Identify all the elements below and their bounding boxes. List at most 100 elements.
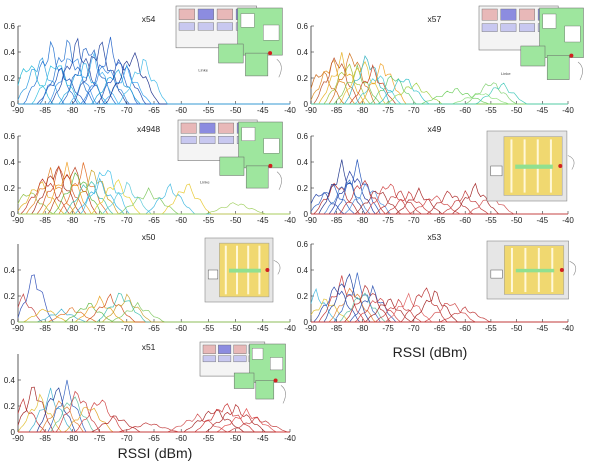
series-line — [311, 64, 568, 105]
floorplan-inset — [486, 130, 575, 202]
panel-grid: x54 -90 -85 -80 -75 -70 -65 -60 -55 -50 -45 -40 0 0.2… — [4, 5, 584, 443]
x-tick-label: -40 — [284, 216, 296, 225]
y-tick-label: 0 — [11, 318, 16, 327]
x-tick-label: -50 — [230, 216, 242, 225]
chart-panel-x4948: x4948 -90 -85 -80 -75 -70 -65 -60 -55 -50 -45 -40 0 0… — [4, 124, 296, 225]
floorplan-label: Linke — [198, 67, 208, 72]
series-line — [311, 78, 568, 105]
y-tick-label: 0.4 — [4, 266, 16, 275]
chart-panel-x53: x53 -90 -85 -80 -75 -70 -65 -60 -55 -50 -45 -40 0 0.2… — [297, 232, 574, 333]
y-tick-label: 0.6 — [297, 132, 309, 141]
x-tick-label: -85 — [331, 324, 343, 333]
x-tick-label: -80 — [67, 216, 79, 225]
x-tick-label: -85 — [39, 434, 51, 443]
x-tick-label: -45 — [257, 434, 269, 443]
x-tick-label: -40 — [562, 216, 574, 225]
panel-title: x51 — [142, 342, 156, 352]
panel-title: x57 — [428, 14, 442, 24]
x-tick-label: -45 — [537, 106, 549, 115]
y-tick-label: 0.2 — [4, 292, 16, 301]
chart-panel-x57: x57 -90 -85 -80 -75 -70 -65 -60 -55 -50 -45 -40 0 0.2… — [297, 14, 574, 115]
x-tick-label: -40 — [284, 324, 296, 333]
chart-panel-x50: x50 -90 -85 -80 -75 -70 -65 -60 -55 -50 -45 -40 0 0.2… — [4, 232, 296, 333]
y-tick-label: 0.6 — [297, 240, 309, 249]
x-tick-label: -45 — [537, 324, 549, 333]
x-tick-label: -85 — [39, 324, 51, 333]
series-line — [311, 63, 568, 105]
series-line — [311, 63, 568, 105]
series-line — [17, 386, 290, 433]
series-line — [18, 301, 290, 323]
floorplan-inset: Linke — [478, 5, 584, 81]
x-tick-label: -70 — [121, 434, 133, 443]
x-tick-label: -55 — [485, 324, 497, 333]
panel-title: x49 — [428, 124, 442, 134]
panel-title: x50 — [142, 232, 156, 242]
series-line — [18, 387, 290, 433]
y-tick-label: 0.6 — [4, 22, 16, 31]
floorplan-inset: Linke — [175, 5, 283, 78]
x-tick-label: -70 — [408, 216, 420, 225]
x-tick-label: -90 — [12, 106, 24, 115]
y-tick-label: 0.2 — [4, 74, 16, 83]
y-tick-label: 0 — [11, 428, 16, 437]
series-line — [311, 75, 568, 105]
floorplan-inset: Linke — [177, 119, 283, 190]
x-tick-label: -80 — [67, 324, 79, 333]
x-tick-label: -40 — [562, 324, 574, 333]
x-tick-label: -55 — [485, 106, 497, 115]
panel-title: x53 — [428, 232, 442, 242]
x-tick-label: -75 — [94, 434, 106, 443]
y-tick-label: 0 — [304, 210, 309, 219]
x-tick-label: -65 — [148, 324, 160, 333]
x-tick-label: -55 — [203, 216, 215, 225]
y-tick-label: 0.2 — [4, 402, 16, 411]
y-tick-label: 0.4 — [297, 48, 309, 57]
x-tick-label: -65 — [434, 324, 446, 333]
y-tick-label: 0.4 — [297, 158, 309, 167]
x-tick-label: -85 — [331, 106, 343, 115]
y-tick-label: 0.4 — [4, 158, 16, 167]
x-tick-label: -90 — [12, 434, 24, 443]
x-tick-label: -80 — [67, 434, 79, 443]
y-tick-label: 0.4 — [4, 376, 16, 385]
x-tick-label: -40 — [562, 106, 574, 115]
y-tick-label: 0 — [11, 210, 16, 219]
x-tick-label: -65 — [148, 434, 160, 443]
x-tick-label: -45 — [257, 106, 269, 115]
series-line — [311, 82, 568, 105]
x-tick-label: -75 — [94, 216, 106, 225]
x-tick-label: -85 — [39, 216, 51, 225]
x-tick-label: -90 — [12, 324, 24, 333]
y-tick-label: 0.2 — [297, 184, 309, 193]
floorplan-label: Linke — [501, 71, 511, 76]
x-tick-label: -75 — [94, 324, 106, 333]
panel-title: x54 — [142, 14, 156, 24]
x-tick-label: -60 — [459, 324, 471, 333]
x-tick-label: -80 — [67, 106, 79, 115]
x-tick-label: -45 — [257, 216, 269, 225]
chart-panel-x54: x54 -90 -85 -80 -75 -70 -65 -60 -55 -50 -45 -40 0 0.2… — [4, 14, 296, 115]
x-tick-label: -75 — [382, 106, 394, 115]
panel-title: x4948 — [137, 124, 160, 134]
chart-panel-x51: x51 -90 -85 -80 -75 -70 -65 -60 -55 -50 -45 -40 0 0.2… — [4, 342, 296, 443]
x-tick-label: -80 — [357, 106, 369, 115]
x-tick-label: -60 — [459, 216, 471, 225]
y-tick-label: 0.6 — [4, 132, 16, 141]
x-tick-label: -90 — [12, 216, 24, 225]
x-tick-label: -50 — [511, 324, 523, 333]
x-tick-label: -60 — [459, 106, 471, 115]
x-tick-label: -50 — [511, 216, 523, 225]
chart-panel-x49: x49 -90 -85 -80 -75 -70 -65 -60 -55 -50 -45 -40 0 0.2… — [297, 124, 574, 225]
x-tick-label: -55 — [203, 324, 215, 333]
x-tick-label: -70 — [121, 106, 133, 115]
x-tick-label: -50 — [230, 324, 242, 333]
y-tick-label: 0.2 — [297, 292, 309, 301]
x-tick-label: -65 — [148, 106, 160, 115]
x-tick-label: -55 — [203, 106, 215, 115]
y-tick-label: 0.4 — [297, 266, 309, 275]
series-line — [17, 192, 290, 215]
x-tick-label: -70 — [121, 324, 133, 333]
floorplan-inset — [486, 240, 577, 300]
